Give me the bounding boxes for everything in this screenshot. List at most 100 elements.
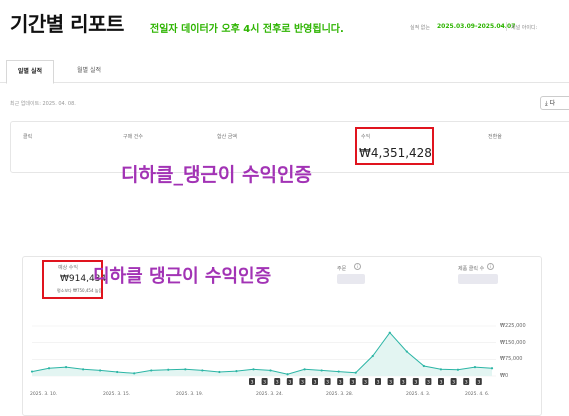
event-marker-label: 3	[364, 380, 367, 386]
event-marker-label: 3	[452, 380, 455, 386]
y-tick-label: ₩0	[500, 373, 509, 379]
data-point	[439, 368, 442, 371]
event-marker[interactable]	[274, 378, 281, 385]
event-marker-label: 3	[440, 380, 443, 386]
event-marker-label: 3	[326, 380, 329, 386]
data-point	[473, 366, 477, 369]
summary-card	[10, 121, 569, 173]
tab-bar-line	[0, 82, 569, 83]
event-marker-label: 3	[314, 380, 317, 386]
revenue-value: ₩4,351,428	[359, 146, 432, 160]
last-updated: 최근 업데이트: 2025. 04. 08.	[10, 101, 76, 107]
download-icon: ⤓	[545, 100, 550, 107]
tab-daily[interactable]: 일별 실적	[6, 60, 54, 84]
x-tick-label: 2025. 3. 28.	[326, 392, 354, 397]
channel-id-label: 채널 아이디:	[511, 25, 538, 31]
data-point	[354, 371, 357, 374]
data-point	[47, 367, 51, 370]
data-point	[456, 368, 460, 371]
data-point	[201, 369, 204, 372]
watermark-text: 디하클 댕근이 수익인증	[93, 266, 272, 287]
page-title: 기간별 리포트	[10, 12, 124, 36]
chevron-down-icon[interactable]: ⌄	[499, 22, 505, 29]
data-point	[235, 370, 238, 373]
data-point	[82, 368, 85, 371]
event-marker-label: 3	[414, 380, 417, 386]
event-marker[interactable]	[362, 378, 369, 385]
event-marker[interactable]	[249, 378, 255, 385]
metric-clicks-label: 클릭	[23, 134, 33, 140]
orders-label: 주문	[337, 266, 347, 272]
info-icon[interactable]: i	[487, 263, 494, 270]
period-label: 실적 없는	[410, 25, 430, 31]
data-point	[286, 373, 289, 376]
event-marker[interactable]	[450, 378, 457, 385]
download-button[interactable]: ⤓ 다	[540, 96, 569, 110]
x-tick-label: 2025. 3. 19.	[176, 392, 204, 397]
tab-monthly[interactable]: 월별 실적	[77, 67, 101, 74]
event-marker[interactable]	[425, 378, 432, 385]
event-marker[interactable]	[463, 378, 470, 385]
event-marker-label: 3	[251, 380, 254, 386]
data-point	[218, 370, 221, 374]
data-point	[64, 366, 68, 369]
metric-conversion-label: 전환율	[488, 134, 502, 140]
event-marker-label: 3	[263, 380, 266, 386]
masked-value	[458, 274, 498, 284]
event-marker[interactable]	[375, 378, 381, 385]
y-tick-label: ₩150,000	[500, 339, 526, 346]
data-point	[490, 367, 494, 370]
event-marker-label: 3	[339, 380, 342, 386]
data-point	[269, 369, 272, 372]
expected-revenue-value: ₩914,434	[60, 274, 107, 284]
x-tick-label: 2025. 4. 6.	[465, 392, 490, 397]
divider	[506, 22, 507, 31]
data-update-notice: 전일자 데이터가 오후 4시 전후로 반영됩니다.	[150, 24, 344, 35]
event-marker[interactable]	[261, 378, 268, 385]
highlight-box	[355, 127, 434, 165]
x-tick-label: 2025. 4. 3.	[406, 392, 431, 397]
event-marker[interactable]	[299, 378, 306, 385]
data-point	[388, 331, 391, 334]
download-label: 다	[549, 100, 556, 107]
event-marker[interactable]	[286, 378, 293, 385]
watermark-text: 디하클_댕근이 수익인증	[121, 164, 312, 186]
event-marker[interactable]	[438, 378, 444, 385]
event-marker[interactable]	[337, 378, 344, 385]
data-point	[116, 370, 119, 374]
event-marker[interactable]	[324, 378, 331, 385]
data-point	[303, 368, 306, 371]
event-marker-label: 3	[477, 380, 480, 386]
event-marker-label: 3	[402, 380, 405, 386]
data-point	[422, 364, 425, 368]
event-marker[interactable]	[387, 378, 394, 385]
event-marker[interactable]	[412, 378, 419, 385]
event-marker[interactable]	[349, 378, 356, 385]
metric-revenue-label: 수익	[361, 134, 371, 140]
event-marker-label: 3	[351, 380, 354, 386]
data-point	[167, 368, 170, 371]
metric-purchases-label: 구매 건수	[123, 134, 143, 140]
event-marker[interactable]	[475, 378, 482, 385]
event-marker-label: 3	[465, 380, 468, 386]
data-point	[252, 368, 255, 371]
y-tick-label: ₩225,000	[500, 323, 526, 329]
data-point	[337, 370, 340, 373]
period-selector[interactable]: 2025.03.09-2025.04.07	[437, 23, 516, 30]
event-marker-label: 3	[276, 380, 279, 386]
event-marker-label: 3	[377, 380, 380, 386]
product-clicks-label: 제품 클릭 수	[458, 266, 485, 272]
event-marker-label: 3	[288, 380, 291, 386]
x-tick-label: 2025. 3. 15.	[103, 392, 131, 397]
info-icon[interactable]: i	[354, 263, 361, 270]
masked-value	[337, 274, 365, 284]
event-marker[interactable]	[400, 378, 407, 385]
metric-total-amount-label: 합산 금액	[217, 134, 237, 140]
event-marker[interactable]	[312, 378, 318, 385]
event-marker-label: 3	[301, 380, 304, 386]
event-marker-label: 3	[389, 380, 392, 386]
x-tick-label: 2025. 3. 24.	[256, 392, 284, 397]
expected-revenue-label: 예상 수익	[58, 265, 78, 271]
chart-line	[31, 331, 493, 375]
